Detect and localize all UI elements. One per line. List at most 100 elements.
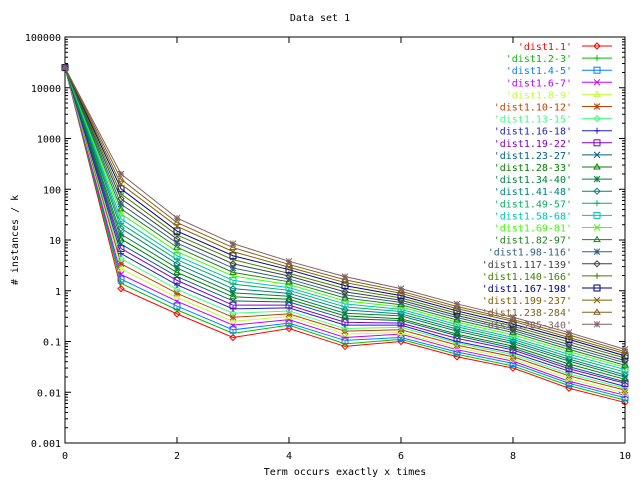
y-tick-label: 100000 [25, 33, 61, 44]
legend-label: 'dist1.98-116' [488, 248, 572, 259]
marker-star [621, 373, 629, 381]
marker-triangle [341, 294, 349, 301]
legend-item: 'dist1.117-139' [482, 260, 612, 271]
marker-triangle [173, 243, 181, 250]
marker-star [229, 289, 237, 297]
marker-square [117, 215, 125, 223]
marker-star [173, 214, 181, 222]
legend-label: 'dist1.69-81' [494, 224, 572, 235]
marker-plus [230, 330, 236, 337]
marker-square [229, 301, 237, 309]
marker-triangle [173, 268, 181, 275]
marker-star [509, 313, 517, 321]
legend-item: 'dist1.285-340' [482, 320, 612, 331]
series-23 [61, 64, 629, 353]
marker-diamond [173, 260, 181, 268]
legend-label: 'dist1.8-9' [506, 90, 572, 101]
marker-star [621, 386, 629, 394]
legend-item: 'dist1.23-27' [494, 151, 612, 162]
marker-triangle [229, 317, 237, 324]
marker-cross [117, 240, 125, 248]
marker-triangle [285, 277, 293, 285]
marker-square [229, 252, 237, 260]
marker-diamond [229, 333, 237, 342]
marker-star [453, 341, 461, 349]
y-tick-label: 0.01 [37, 388, 61, 399]
marker-star [397, 285, 405, 293]
marker-star [397, 312, 405, 320]
marker-plus [594, 272, 600, 279]
legend-label: 'dist1.23-27' [494, 151, 572, 162]
marker-triangle [397, 314, 405, 322]
marker-star [117, 260, 125, 268]
marker-cross [117, 180, 125, 188]
marker-triangle [117, 234, 125, 242]
marker-diamond [341, 306, 349, 314]
marker-square [173, 227, 181, 235]
marker-cross [593, 224, 601, 231]
legend-label: 'dist1.19-22' [494, 139, 572, 150]
marker-square [593, 211, 601, 219]
marker-triangle [229, 268, 237, 275]
legend-label: 'dist1.28-33' [494, 163, 572, 174]
marker-star [509, 353, 517, 361]
marker-triangle [285, 260, 293, 267]
legend-label: 'dist1.6-7' [506, 78, 572, 89]
marker-star [61, 64, 69, 71]
marker-star [285, 257, 293, 265]
series-group [61, 63, 629, 407]
marker-square [229, 326, 237, 334]
marker-diamond [593, 260, 601, 268]
legend-item: 'dist1.6-7' [506, 78, 612, 89]
x-tick-label: 0 [62, 451, 68, 462]
y-tick-label: 10 [49, 236, 61, 247]
marker-plus [594, 55, 600, 62]
marker-triangle [593, 235, 601, 243]
legend-label: 'dist1.58-68' [494, 211, 572, 222]
marker-plus [174, 231, 180, 238]
marker-triangle [173, 218, 181, 226]
series-line [64, 67, 626, 371]
legend-label: 'dist1.10-12' [494, 103, 572, 114]
legend-item: 'dist1.238-284' [482, 308, 612, 319]
marker-diamond [593, 187, 601, 195]
marker-square [593, 139, 601, 147]
marker-star [173, 239, 181, 247]
legend-item: 'dist1.1' [518, 42, 612, 53]
marker-star [565, 357, 573, 365]
marker-diamond [285, 289, 293, 298]
x-tick-label: 8 [510, 451, 516, 462]
marker-plus [286, 270, 292, 277]
marker-star [173, 289, 181, 297]
marker-plus [174, 281, 180, 288]
marker-diamond [229, 260, 237, 268]
legend-item: 'dist1.140-166' [482, 272, 612, 283]
marker-plus [230, 305, 236, 312]
y-tick-label: 0.1 [43, 338, 61, 349]
marker-square [173, 276, 181, 284]
marker-plus [622, 397, 628, 404]
marker-star [593, 320, 601, 328]
series-line [64, 67, 626, 389]
marker-triangle [593, 308, 601, 315]
marker-plus [622, 369, 628, 376]
legend-label: 'dist1.16-18' [494, 127, 572, 138]
chart-title: Data set 1 [290, 13, 350, 24]
legend-item: 'dist1.19-22' [494, 139, 612, 150]
legend-label: 'dist1.199-237' [482, 296, 572, 307]
marker-square [117, 185, 125, 193]
legend-item: 'dist1.41-48' [494, 187, 612, 198]
marker-plus [594, 200, 600, 207]
marker-diamond [285, 272, 293, 280]
x-tick-label: 2 [174, 451, 180, 462]
marker-triangle [593, 90, 601, 97]
legend-item: 'dist1.16-18' [494, 127, 612, 138]
marker-diamond [173, 310, 181, 318]
marker-diamond [341, 324, 349, 333]
series-line [64, 67, 626, 362]
marker-triangle [621, 389, 629, 396]
marker-star [173, 264, 181, 272]
x-tick-label: 10 [619, 451, 631, 462]
y-axis-label: # instances / k [10, 195, 21, 285]
